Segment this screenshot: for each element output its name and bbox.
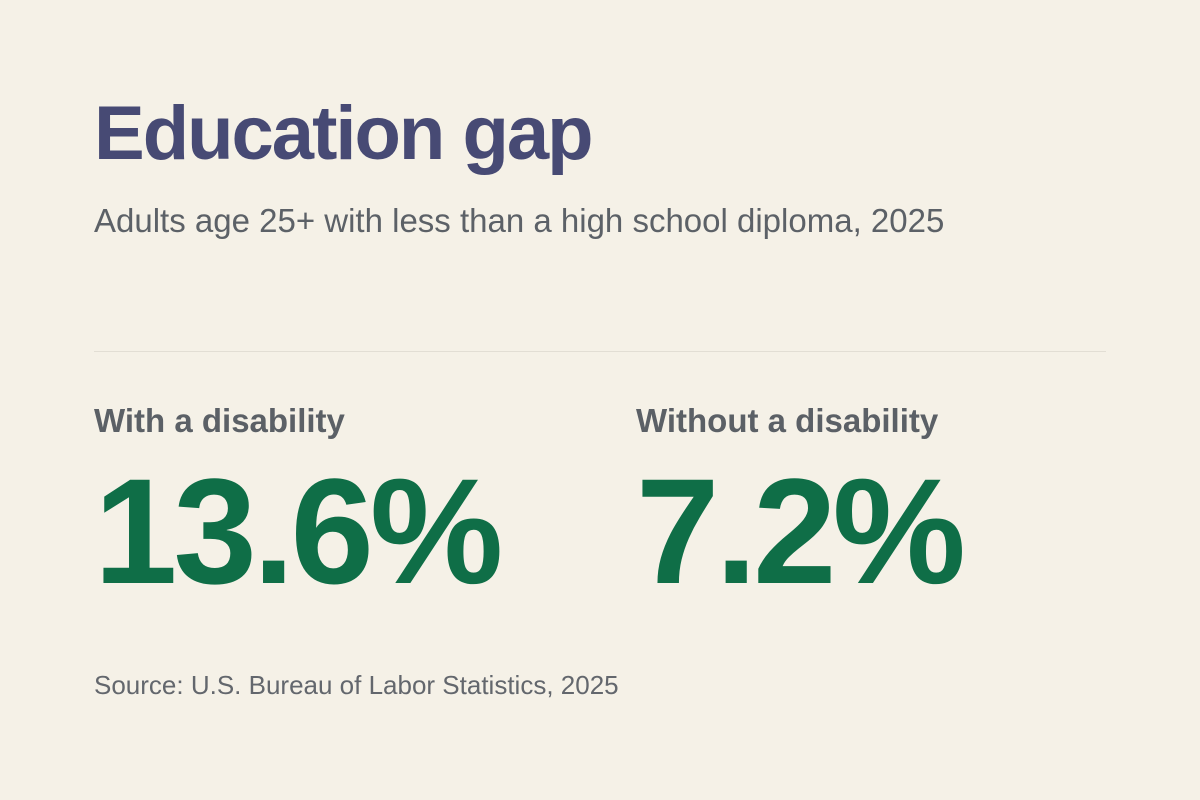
- page-title: Education gap: [94, 91, 594, 176]
- source-note: Source: U.S. Bureau of Labor Statistics,…: [94, 670, 619, 700]
- stat-label-without-disability: Without a disability: [636, 402, 939, 439]
- page-subtitle: Adults age 25+ with less than a high sch…: [94, 202, 945, 239]
- stat-without-disability: Without a disability 7.2%: [636, 398, 966, 615]
- section-divider: [94, 351, 1106, 352]
- stat-value-without-disability: 7.2%: [636, 447, 966, 615]
- stat-label-with-disability: With a disability: [94, 402, 345, 439]
- stat-value-with-disability: 13.6%: [94, 447, 503, 615]
- stat-with-disability: With a disability 13.6%: [94, 398, 503, 615]
